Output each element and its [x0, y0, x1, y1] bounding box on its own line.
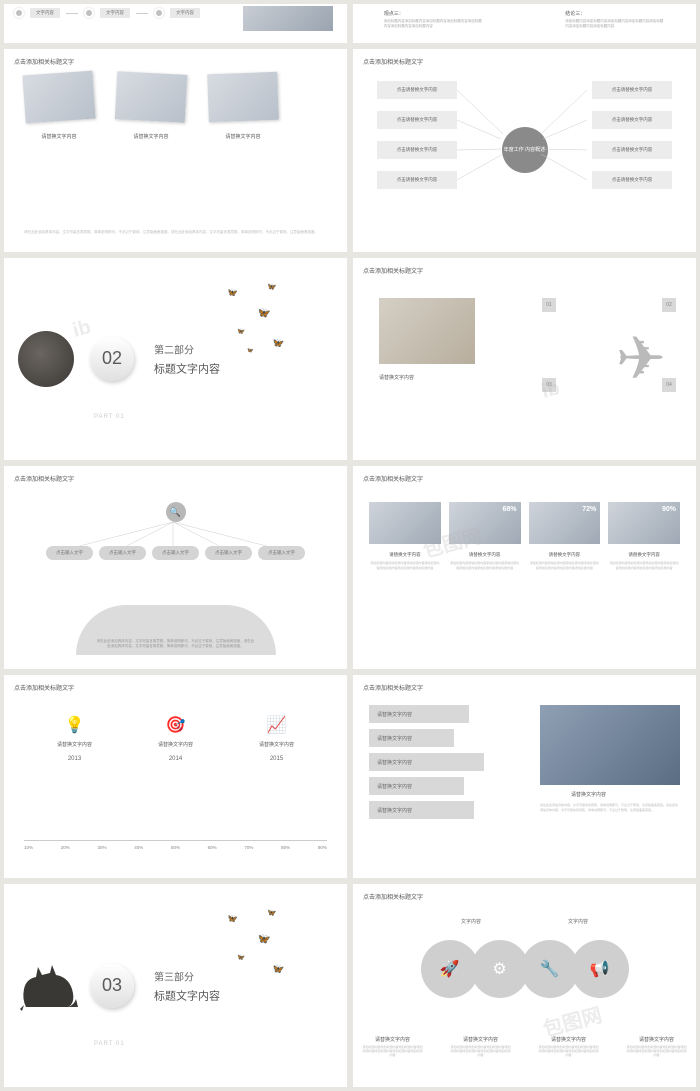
content-box: 点击请替换文字内容: [377, 111, 457, 129]
office-photo: [243, 6, 333, 31]
butterfly-decoration: 🦋🦋 🦋🦋 🦋: [217, 904, 307, 994]
lightbulb-icon: 💡: [57, 715, 92, 735]
image-card: 请替换文字内容: [208, 73, 278, 140]
step-dot: [154, 8, 164, 18]
team-photo: 90%: [608, 502, 680, 544]
business-photo: [115, 71, 187, 123]
section-title: 第三部分: [154, 968, 220, 983]
growth-icon: 📈: [259, 715, 294, 735]
step-label: 文字内容: [170, 8, 200, 18]
section-subtitle: 标题文字内容: [154, 987, 220, 1003]
number-badge: 04: [662, 378, 676, 392]
circle-label: 请替换文字内容添加标题内容添加标题内容添加标题内容添加标题内容添加标题内容添加标…: [363, 1036, 423, 1057]
number-badge: 01: [542, 298, 556, 312]
slide-title: 点击添加相关标题文字: [363, 474, 423, 483]
team-photo: 72%: [529, 502, 601, 544]
slide-title: 点击添加相关标题文字: [14, 683, 74, 692]
pill-button: 点击输入文字: [152, 546, 199, 560]
circle-label: 请替换文字内容添加标题内容添加标题内容添加标题内容添加标题内容添加标题内容添加标…: [451, 1036, 511, 1057]
year-icon: 💡 请替换文字内容 2013: [57, 715, 92, 762]
section-subtitle: 标题文字内容: [154, 360, 220, 376]
slide-9: 点击添加相关标题文字 💡 请替换文字内容 2013 🎯 请替换文字内容 2014…: [4, 675, 347, 878]
part-label: PART 01: [94, 1041, 125, 1047]
step-label: 文字内容: [30, 8, 60, 18]
slide-12: 点击添加相关标题文字 文字内容 文字内容 🚀 ⚙ 🔧 📢 请替换文字内容添加标题…: [353, 884, 696, 1087]
content-box: 点击请替换文字内容: [592, 141, 672, 159]
business-photo: [207, 71, 279, 121]
bar-item: 请替换文字内容: [369, 705, 469, 723]
handshake-photo: [540, 705, 680, 785]
part-label: PART 01: [94, 414, 125, 420]
section-number: 03: [90, 964, 134, 1008]
bar-item: 请替换文字内容: [369, 729, 454, 747]
stat-card: 72% 请替换文字内容 添加标题内容添加标题内容添加标题内容添加标题内容添加标题…: [529, 502, 601, 569]
slide-2: 观点三： 添加标题内容添加标题内容添加标题内容添加标题内容添加标题内容添加标题内…: [353, 4, 696, 43]
slide-1: 文字内容 文字内容 文字内容: [4, 4, 347, 43]
step-dot: [84, 8, 94, 18]
bar-item: 请替换文字内容: [369, 801, 474, 819]
section-number: 02: [90, 337, 134, 381]
slide-section-3: 03 PART 01 第三部分 标题文字内容 🦋🦋 🦋🦋 🦋: [4, 884, 347, 1087]
slide-8: 点击添加相关标题文字 请替换文字内容 添加标题内容添加标题内容添加标题内容添加标…: [353, 466, 696, 669]
slide-section-2: 02 PART 01 第二部分 标题文字内容 🦋🦋 🦋🦋 🦋🦋 ib: [4, 258, 347, 461]
percent-axis: 10% 20% 30% 40% 50% 60% 70% 80% 90%: [24, 840, 327, 850]
step-label: 文字内容: [100, 8, 130, 18]
image-card: 请替换文字内容: [24, 73, 94, 140]
content-box: 点击请替换文字内容: [592, 81, 672, 99]
slide-title: 点击添加相关标题文字: [363, 266, 423, 275]
section-title: 第二部分: [154, 341, 220, 356]
process-circle: ⚙: [471, 940, 529, 998]
butterfly-decoration: 🦋🦋 🦋🦋 🦋🦋: [217, 278, 307, 368]
conclusion-box: 结论三： 添加标题内容添加标题内容添加标题内容添加标题内容添加标题内容添加标题内…: [565, 10, 665, 29]
slide-title: 点击添加相关标题文字: [363, 683, 423, 692]
step-dot: [14, 8, 24, 18]
pill-button: 点击输入文字: [99, 546, 146, 560]
content-box: 点击请替换文字内容: [377, 141, 457, 159]
slide-7: 点击添加相关标题文字 🔍 点击输入文字 点击输入文字 点击输入文字 点击输入文字…: [4, 466, 347, 669]
meeting-photo: [379, 298, 475, 364]
cat-silhouette-icon: [18, 959, 82, 1013]
content-box: 点击请替换文字内容: [377, 81, 457, 99]
point-box: 观点三： 添加标题内容添加标题内容添加标题内容添加标题内容添加标题内容添加标题内…: [384, 10, 484, 29]
center-circle: 年度工作 内容概述: [502, 127, 548, 173]
bar-item: 请替换文字内容: [369, 753, 484, 771]
year-icon: 🎯 请替换文字内容 2014: [158, 715, 193, 762]
slide-4: 点击添加相关标题文字 年度工作 内容概述 点击请替换文字内容 点击请替换文字内容…: [353, 49, 696, 252]
business-photo: [22, 70, 95, 123]
process-circle: 🚀: [421, 940, 479, 998]
watermark: ib: [539, 377, 562, 404]
pill-button: 点击输入文字: [205, 546, 252, 560]
watermark: ib: [70, 316, 93, 343]
circle-label: 请替换文字内容添加标题内容添加标题内容添加标题内容添加标题内容添加标题内容添加标…: [627, 1036, 687, 1057]
slide-title: 点击添加相关标题文字: [14, 57, 74, 66]
slide-10: 点击添加相关标题文字 请替换文字内容 请替换文字内容 请替换文字内容 请替换文字…: [353, 675, 696, 878]
content-box: 点击请替换文字内容: [592, 171, 672, 189]
cat-circle-icon: [18, 331, 74, 387]
content-box: 点击请替换文字内容: [377, 171, 457, 189]
pill-button: 点击输入文字: [258, 546, 305, 560]
number-badge: 02: [662, 298, 676, 312]
content-box: 点击请替换文字内容: [592, 111, 672, 129]
bar-item: 请替换文字内容: [369, 777, 464, 795]
process-circle: 📢: [571, 940, 629, 998]
airplane-icon: ✈: [616, 324, 666, 394]
bar-list: 请替换文字内容 请替换文字内容 请替换文字内容 请替换文字内容 请替换文字内容: [369, 705, 499, 825]
slide-grid: 文字内容 文字内容 文字内容 观点三： 添加标题内容添加标题内容添加标题内容添加…: [4, 4, 696, 1087]
slide-3: 点击添加相关标题文字 请替换文字内容 请替换文字内容 请替换文字内容 请在此处添…: [4, 49, 347, 252]
pill-button: 点击输入文字: [46, 546, 93, 560]
stat-card: 90% 请替换文字内容 添加标题内容添加标题内容添加标题内容添加标题内容添加标题…: [608, 502, 680, 569]
slide-title: 点击添加相关标题文字: [363, 57, 423, 66]
slide-6: 点击添加相关标题文字 请替换文字内容 ✈ 01 02 03 04 ib: [353, 258, 696, 461]
slide-title: 点击添加相关标题文字: [363, 892, 423, 901]
process-circle: 🔧: [521, 940, 579, 998]
image-card: 请替换文字内容: [116, 73, 186, 140]
target-icon: 🎯: [158, 715, 193, 735]
year-icon: 📈 请替换文字内容 2015: [259, 715, 294, 762]
